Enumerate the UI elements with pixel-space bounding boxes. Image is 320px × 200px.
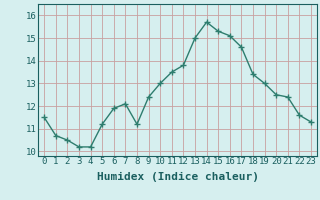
- X-axis label: Humidex (Indice chaleur): Humidex (Indice chaleur): [97, 172, 259, 182]
